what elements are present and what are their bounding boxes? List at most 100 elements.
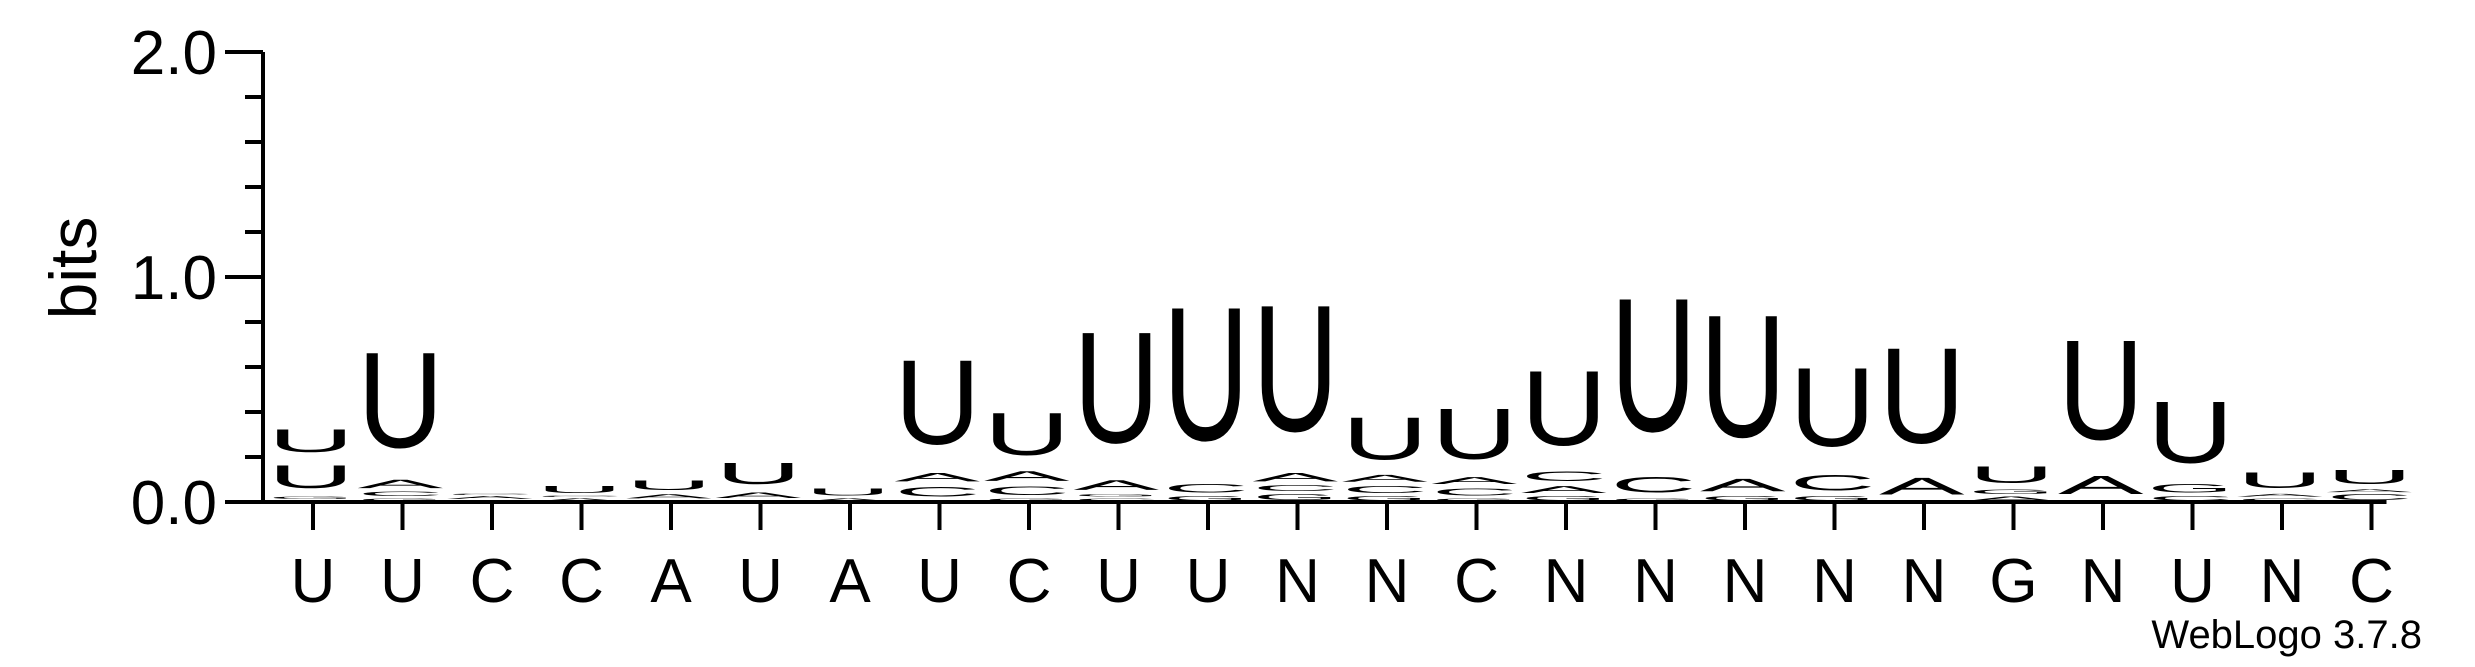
- logo-letter-c: C: [1163, 482, 1249, 496]
- logo-letter-u: U: [2058, 310, 2144, 470]
- x-tick-label: N: [2081, 547, 2126, 616]
- logo-letter-u: U: [2148, 383, 2234, 482]
- x-tick-label: U: [2170, 547, 2215, 616]
- logo-letter-c: C: [447, 493, 533, 495]
- x-tick-label: N: [1275, 547, 1320, 616]
- x-tick-label: N: [1723, 547, 1768, 616]
- logo-letter-c: C: [895, 484, 981, 500]
- x-tick-label: A: [650, 547, 692, 616]
- logo-letter-c: C: [1432, 486, 1518, 497]
- logo-letter-u: U: [805, 486, 891, 497]
- x-tick-label: C: [1454, 547, 1499, 616]
- logo-letter-g: G: [984, 497, 1070, 502]
- logo-letter-g: G: [1611, 497, 1697, 502]
- x-tick-label: C: [559, 547, 604, 616]
- logo-letter-c: C: [1074, 497, 1160, 501]
- logo-letter-g: G: [1432, 497, 1518, 502]
- logo-letter-u: U: [1074, 299, 1160, 477]
- logo-letter-a: A: [2327, 489, 2413, 493]
- x-tick-label: N: [1365, 547, 1410, 616]
- logo-letter-c: C: [1611, 473, 1697, 498]
- logo-letter-c: C: [984, 484, 1070, 498]
- logo-letter-a: A: [984, 468, 1070, 484]
- logo-letter-g: G: [1163, 495, 1249, 502]
- logo-letter-c: C: [358, 491, 444, 498]
- logo-letter-a: A: [1253, 471, 1339, 484]
- logo-letter-u: U: [268, 459, 354, 495]
- y-tick-label: 0.0: [131, 469, 217, 538]
- x-tick-label: U: [291, 547, 336, 616]
- logo-letter-u: U: [268, 423, 354, 459]
- logo-letter-u: U: [1879, 320, 1965, 472]
- plot-area: CGUUGCAUUACACUCAUCAUAUGCAUGCAUCGAUGCUGCA…: [268, 258, 2413, 502]
- x-tick-label: C: [1007, 547, 1052, 616]
- y-axis-label: bits: [36, 217, 110, 320]
- logo-letter-c: C: [2148, 495, 2234, 502]
- logo-letter-c: C: [2327, 493, 2413, 502]
- logo-letter-g: G: [358, 497, 444, 502]
- logo-letter-g: G: [1253, 493, 1339, 502]
- logo-letter-u: U: [2327, 466, 2413, 488]
- logo-letter-u: U: [1432, 394, 1518, 475]
- logo-letter-u: U: [1611, 258, 1697, 472]
- logo-letter-a: A: [2058, 470, 2144, 499]
- logo-letter-u: U: [626, 477, 712, 493]
- logo-letter-a: A: [895, 471, 981, 484]
- logo-letter-a: A: [1074, 477, 1160, 493]
- logo-letter-a: A: [1700, 475, 1786, 495]
- logo-letter-u: U: [1700, 279, 1786, 474]
- logo-letter-a: A: [1969, 495, 2055, 502]
- y-axis: 0.0 1.0 2.0: [131, 19, 265, 538]
- logo-letter-u: U: [358, 325, 444, 477]
- x-tick-label: N: [1812, 547, 1857, 616]
- x-tick-label: U: [738, 547, 783, 616]
- x-tick-label: G: [1989, 547, 2037, 616]
- logo-letter-u: U: [1521, 349, 1607, 468]
- x-tick-label: A: [829, 547, 871, 616]
- logo-letter-a: A: [1342, 473, 1428, 484]
- logo-letter-c: C: [537, 495, 623, 497]
- weblogo-credit: WebLogo 3.7.8: [2151, 613, 2422, 657]
- x-tick-label: N: [1633, 547, 1678, 616]
- logo-letter-g: G: [1074, 493, 1160, 498]
- x-tick-label: C: [2349, 547, 2394, 616]
- logo-letter-g: G: [1969, 488, 2055, 495]
- logo-letter-a: A: [447, 495, 533, 499]
- logo-letter-c: C: [1342, 484, 1428, 495]
- logo-letter-g: G: [1521, 495, 1607, 502]
- logo-letter-g: G: [1790, 495, 1876, 502]
- x-tick-label: U: [380, 547, 425, 616]
- x-tick-label: N: [2260, 547, 2305, 616]
- x-tick-label: U: [917, 547, 962, 616]
- logo-letter-a: A: [626, 493, 712, 500]
- logo-letter-a: A: [716, 491, 802, 500]
- logo-letter-a: A: [805, 498, 891, 502]
- logo-letter-u: U: [895, 336, 981, 470]
- x-tick-label: C: [470, 547, 515, 616]
- logo-letter-c: C: [1521, 468, 1607, 484]
- logo-letter-u: U: [2237, 468, 2323, 493]
- logo-letter-c: C: [2237, 497, 2323, 501]
- logo-letter-u: U: [1253, 268, 1339, 470]
- logo-letter-c: C: [1790, 471, 1876, 496]
- logo-letter-u: U: [984, 401, 1070, 468]
- y-tick-label: 2.0: [131, 19, 217, 88]
- x-tick-label: U: [1186, 547, 1231, 616]
- logo-letter-g: G: [268, 495, 354, 500]
- y-tick-label: 1.0: [131, 244, 217, 313]
- x-tick-label: N: [1544, 547, 1589, 616]
- logo-letter-a: A: [2237, 493, 2323, 497]
- logo-letter-g: G: [1342, 495, 1428, 502]
- logo-letter-u: U: [537, 484, 623, 495]
- logo-letter-u: U: [1163, 267, 1249, 481]
- logo-letter-g: G: [2148, 482, 2234, 495]
- x-tick-label: U: [1096, 547, 1141, 616]
- logo-letter-a: A: [1521, 484, 1607, 495]
- logo-letter-c: C: [1253, 484, 1339, 493]
- logo-letter-a: A: [1432, 475, 1518, 486]
- x-tick-label: N: [1902, 547, 1947, 616]
- logo-letter-g: G: [1700, 495, 1786, 502]
- logo-letter-u: U: [716, 457, 802, 491]
